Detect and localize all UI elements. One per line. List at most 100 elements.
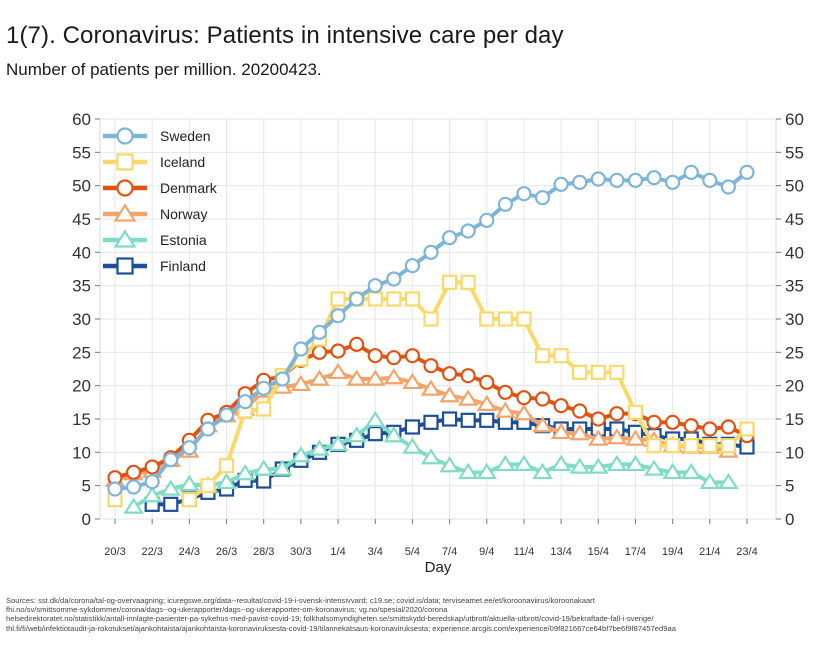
- series-sweden: [107, 164, 755, 497]
- series-layer: [104, 164, 755, 514]
- data-point: [497, 196, 513, 212]
- y-tick-label: 5: [82, 477, 91, 496]
- data-point: [404, 291, 421, 307]
- data-point: [588, 429, 609, 446]
- data-point: [718, 472, 739, 490]
- data-point: [383, 368, 405, 385]
- legend-swatch-marker: [113, 229, 137, 248]
- data-point: [550, 454, 572, 472]
- legend-item-estonia: Estonia: [103, 229, 207, 248]
- data-point: [402, 437, 423, 454]
- legend-label: Norway: [160, 206, 207, 222]
- legend-item-iceland: Iceland: [103, 153, 205, 171]
- data-point: [441, 411, 458, 427]
- x-tick-label: 1/4: [330, 546, 345, 558]
- data-point: [386, 350, 402, 366]
- data-point: [420, 379, 442, 396]
- x-tick-label: 28/3: [253, 546, 274, 558]
- legend-label: Estonia: [160, 232, 207, 248]
- data-point: [739, 164, 755, 180]
- data-point: [367, 291, 383, 307]
- data-point: [683, 418, 699, 434]
- y-tick-label-right: 45: [785, 210, 804, 229]
- data-point: [590, 411, 606, 427]
- y-tick-label: 40: [72, 243, 91, 262]
- legend-label: Sweden: [160, 128, 211, 144]
- data-point: [218, 407, 235, 423]
- data-point: [479, 311, 495, 327]
- data-point: [460, 223, 476, 239]
- data-point: [609, 406, 625, 422]
- data-point: [665, 174, 681, 190]
- data-point: [646, 414, 662, 430]
- data-point: [386, 271, 402, 287]
- y-tick-label-right: 20: [785, 377, 804, 396]
- data-point: [720, 179, 737, 195]
- data-point: [683, 164, 699, 180]
- data-point: [216, 472, 237, 490]
- sources-footnote: Sources: sst.dk/da/corona/tal-og-overvaa…: [6, 596, 828, 633]
- legend-swatch-marker: [113, 203, 137, 222]
- data-point: [457, 462, 479, 480]
- data-point: [534, 391, 551, 407]
- data-point: [386, 291, 402, 307]
- data-point: [665, 414, 681, 430]
- legend-item-finland: Finland: [103, 257, 206, 275]
- data-point: [274, 371, 290, 387]
- y-tick-label-right: 5: [785, 477, 794, 496]
- y-tick-label: 45: [72, 210, 91, 229]
- source-line: thl.fi/fi/web/infektiotaudit-ja-rokotuks…: [6, 623, 676, 633]
- x-tick-label: 11/4: [514, 546, 535, 558]
- data-point: [681, 462, 702, 480]
- x-tick-label: 15/4: [588, 546, 609, 558]
- data-point: [662, 462, 683, 480]
- y-tick-label-right: 30: [785, 310, 804, 329]
- data-point: [497, 384, 513, 400]
- data-point: [272, 459, 293, 476]
- data-point: [572, 174, 588, 190]
- data-point: [439, 456, 460, 473]
- data-point: [179, 474, 200, 492]
- data-point: [479, 212, 495, 228]
- y-tick-label: 30: [72, 310, 91, 329]
- data-point: [327, 434, 349, 452]
- data-point: [550, 422, 572, 440]
- data-point: [367, 426, 383, 442]
- data-point: [476, 394, 497, 412]
- x-tick-label: 17/4: [625, 546, 646, 558]
- y-tick-label: 25: [72, 343, 91, 362]
- data-point: [346, 426, 367, 443]
- data-point: [200, 478, 216, 494]
- y-tick-label-right: 55: [785, 143, 804, 162]
- data-point: [625, 454, 646, 472]
- data-point: [643, 459, 665, 476]
- data-point: [404, 258, 421, 274]
- data-point: [141, 486, 163, 503]
- data-point: [590, 171, 606, 187]
- series-estonia: [123, 410, 739, 514]
- y-tick-label: 50: [72, 177, 91, 196]
- data-point: [181, 492, 197, 508]
- legend-swatch-marker: [116, 179, 134, 197]
- data-point: [532, 416, 553, 433]
- data-point: [513, 454, 535, 472]
- y-tick-label-right: 50: [785, 177, 804, 196]
- data-point: [495, 401, 516, 418]
- data-point: [293, 341, 309, 357]
- data-point: [479, 412, 495, 428]
- data-point: [625, 429, 646, 446]
- data-point: [497, 414, 513, 430]
- y-tick-label: 35: [72, 277, 91, 296]
- data-point: [588, 457, 609, 474]
- data-point: [423, 244, 439, 260]
- data-point: [627, 404, 644, 420]
- data-point: [739, 421, 755, 437]
- legend-item-denmark: Denmark: [103, 179, 218, 197]
- data-point: [290, 374, 312, 392]
- data-point: [572, 364, 588, 380]
- data-point: [365, 369, 386, 386]
- data-point: [683, 438, 699, 454]
- data-point: [309, 439, 330, 456]
- data-point: [479, 374, 495, 390]
